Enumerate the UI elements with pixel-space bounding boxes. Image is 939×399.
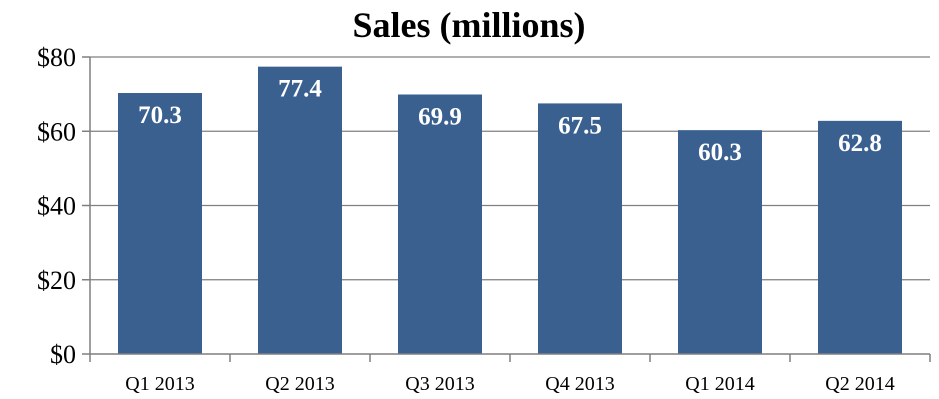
- y-tick-labels: $0 $20 $40 $60 $80: [37, 43, 76, 369]
- y-tick-label: $60: [37, 117, 76, 146]
- data-labels: 70.3 77.4 69.9 67.5 60.3 62.8: [138, 76, 882, 166]
- x-tick-label: Q1 2014: [685, 373, 754, 395]
- bar: [678, 130, 762, 354]
- data-label: 67.5: [558, 112, 602, 139]
- x-tick-labels: Q1 2013 Q2 2013 Q3 2013 Q4 2013 Q1 2014 Q2 20…: [125, 373, 894, 395]
- x-tick-label: Q3 2013: [405, 373, 474, 395]
- data-label: 77.4: [278, 76, 322, 103]
- x-tick-label: Q2 2014: [825, 373, 894, 395]
- data-label: 62.8: [838, 130, 882, 157]
- chart-title: Sales (millions): [352, 5, 585, 45]
- y-tick-label: $40: [37, 192, 76, 221]
- y-tick-label: $0: [50, 340, 76, 369]
- bar: [258, 66, 342, 354]
- y-tick-label: $20: [37, 266, 76, 295]
- bar: [398, 94, 482, 354]
- bars: [118, 66, 902, 354]
- data-label: 69.9: [418, 103, 462, 130]
- y-tick-label: $80: [37, 43, 76, 72]
- data-label: 60.3: [698, 139, 742, 166]
- axes: [82, 56, 931, 362]
- bar: [538, 103, 622, 354]
- bar: [118, 93, 202, 354]
- bar: [818, 120, 902, 354]
- x-tick-label: Q4 2013: [545, 373, 614, 395]
- x-tick-label: Q2 2013: [265, 373, 334, 395]
- x-tick-label: Q1 2013: [125, 373, 194, 395]
- data-label: 70.3: [138, 102, 182, 129]
- gridlines: [90, 56, 930, 281]
